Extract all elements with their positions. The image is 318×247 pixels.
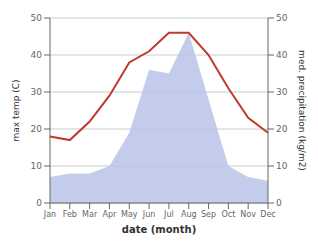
svg-text:Oct: Oct <box>221 210 235 219</box>
svg-text:0: 0 <box>36 198 42 208</box>
svg-text:Jun: Jun <box>142 210 156 219</box>
svg-text:10: 10 <box>276 161 288 171</box>
svg-text:Jul: Jul <box>163 210 174 219</box>
svg-text:Aug: Aug <box>181 210 197 219</box>
svg-text:30: 30 <box>31 87 43 97</box>
svg-text:Apr: Apr <box>103 210 118 219</box>
svg-text:50: 50 <box>276 13 288 23</box>
svg-text:Jan: Jan <box>43 210 56 219</box>
svg-text:Sep: Sep <box>201 210 216 219</box>
svg-text:30: 30 <box>276 87 288 97</box>
svg-text:date (month): date (month) <box>122 224 196 235</box>
svg-text:20: 20 <box>31 124 43 134</box>
svg-text:10: 10 <box>31 161 43 171</box>
svg-text:May: May <box>121 210 138 219</box>
svg-text:Dec: Dec <box>260 210 275 219</box>
svg-text:40: 40 <box>276 50 288 60</box>
svg-text:50: 50 <box>31 13 43 23</box>
svg-text:0: 0 <box>276 198 282 208</box>
svg-text:40: 40 <box>31 50 43 60</box>
svg-text:Mar: Mar <box>82 210 98 219</box>
svg-text:20: 20 <box>276 124 288 134</box>
svg-text:Feb: Feb <box>63 210 77 219</box>
svg-text:med. precipitation (kg/m2): med. precipitation (kg/m2) <box>297 50 307 171</box>
svg-text:max temp (C): max temp (C) <box>11 79 21 141</box>
svg-text:Nov: Nov <box>240 210 256 219</box>
